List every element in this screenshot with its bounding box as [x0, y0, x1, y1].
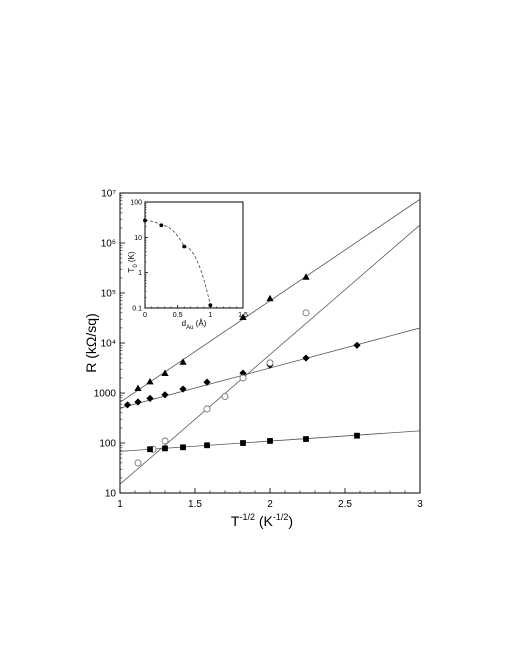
data-point-open-circle	[161, 437, 169, 445]
x-tick-label: 1	[208, 312, 212, 319]
inset-plot-frame	[144, 201, 244, 309]
data-point-open-circle	[134, 459, 142, 467]
main-x-ticks: 1 1.5 2 2.5 3	[117, 488, 423, 510]
y-tick-label: 100	[130, 200, 142, 207]
fit-line-open-circle	[119, 224, 421, 485]
data-point-filled-circle	[159, 223, 164, 228]
x-label-close: )	[288, 513, 293, 529]
y-tick-label: 10⁵	[101, 289, 116, 300]
data-point-triangle	[146, 377, 154, 385]
data-point-diamond	[353, 341, 361, 349]
x-label-unit-exp: -1/2	[273, 512, 289, 522]
y-tick-label: 1	[138, 270, 142, 277]
data-point-open-circle	[302, 309, 310, 317]
data-point-diamond	[239, 369, 247, 377]
data-point-square	[180, 444, 186, 451]
guide-curve	[144, 220, 211, 306]
y-tick-label: 10	[105, 489, 117, 500]
x-tick-label: 0.5	[173, 312, 183, 319]
inset-x-label-base: d	[182, 319, 186, 328]
y-tick-label: 10⁷	[101, 189, 116, 200]
x-label-base: T	[231, 513, 240, 529]
inset-y-ticks: 0.1 1 10 100	[130, 200, 148, 313]
data-point-open-circle	[266, 359, 274, 367]
data-point-square	[204, 442, 210, 449]
data-point-square	[162, 445, 168, 452]
data-point-diamond	[302, 354, 310, 362]
data-point-square	[303, 436, 309, 442]
data-point-triangle	[134, 384, 142, 392]
inset-x-axis-label: dAu (Å)	[182, 319, 207, 331]
inset-x-ticks: 0 0.5 1 1.5	[143, 305, 248, 319]
data-point-diamond	[203, 378, 211, 386]
inset-x-label-unit: (Å)	[193, 319, 206, 328]
main-x-axis-label: T-1/2 (K-1/2)	[231, 512, 293, 529]
y-tick-label: 10⁴	[101, 339, 116, 350]
inset-guide-curve	[144, 220, 211, 306]
x-tick-label: 3	[417, 499, 423, 510]
data-point-open-circle	[203, 405, 211, 413]
data-point-triangle	[161, 369, 169, 376]
x-label-exp: -1/2	[239, 512, 255, 522]
data-point-diamond	[134, 398, 142, 406]
data-point-square	[267, 438, 273, 444]
data-point-square	[147, 446, 153, 453]
data-point-diamond	[161, 391, 169, 399]
data-point-filled-circle	[182, 244, 187, 249]
x-tick-label: 1.5	[238, 312, 248, 319]
data-point-square	[240, 440, 246, 446]
data-point-triangle	[239, 313, 247, 320]
data-point-triangle	[266, 294, 274, 302]
data-point-diamond	[123, 401, 132, 409]
data-point-triangle	[179, 358, 187, 365]
inset-y-label-sub: 0	[133, 264, 139, 268]
inset-x-label-sub: Au	[186, 325, 193, 331]
x-tick-label: 2	[267, 499, 273, 510]
data-point-triangle	[302, 273, 310, 280]
x-tick-label: 2.5	[338, 499, 352, 510]
x-tick-label: 1	[117, 499, 123, 510]
inset-y-label-unit: (K)	[127, 251, 136, 264]
y-tick-label: 100	[99, 439, 116, 450]
x-label-unit: (K	[255, 513, 274, 529]
y-tick-label: 10⁶	[101, 239, 116, 250]
main-y-ticks: 10 100 1000 10⁴ 10⁵ 10⁶ 10⁷	[94, 189, 125, 500]
data-point-diamond	[179, 385, 187, 393]
inset-y-axis-label: T0 (K)	[127, 251, 139, 272]
y-tick-label: 0.1	[132, 306, 142, 313]
x-tick-label: 0	[143, 312, 147, 319]
inset-data-points	[143, 218, 213, 308]
inset-y-label-base: T	[127, 268, 136, 273]
data-point-square	[354, 432, 360, 439]
data-point-open-circle	[239, 374, 247, 382]
data-point-open-circle	[221, 393, 229, 401]
main-y-axis-label: R (kΩ/sq)	[83, 313, 99, 372]
data-point-diamond	[146, 394, 154, 402]
main-data-points	[123, 273, 361, 467]
x-tick-label: 1.5	[188, 499, 202, 510]
y-tick-label: 1000	[94, 389, 117, 400]
y-tick-label: 10	[134, 235, 142, 242]
